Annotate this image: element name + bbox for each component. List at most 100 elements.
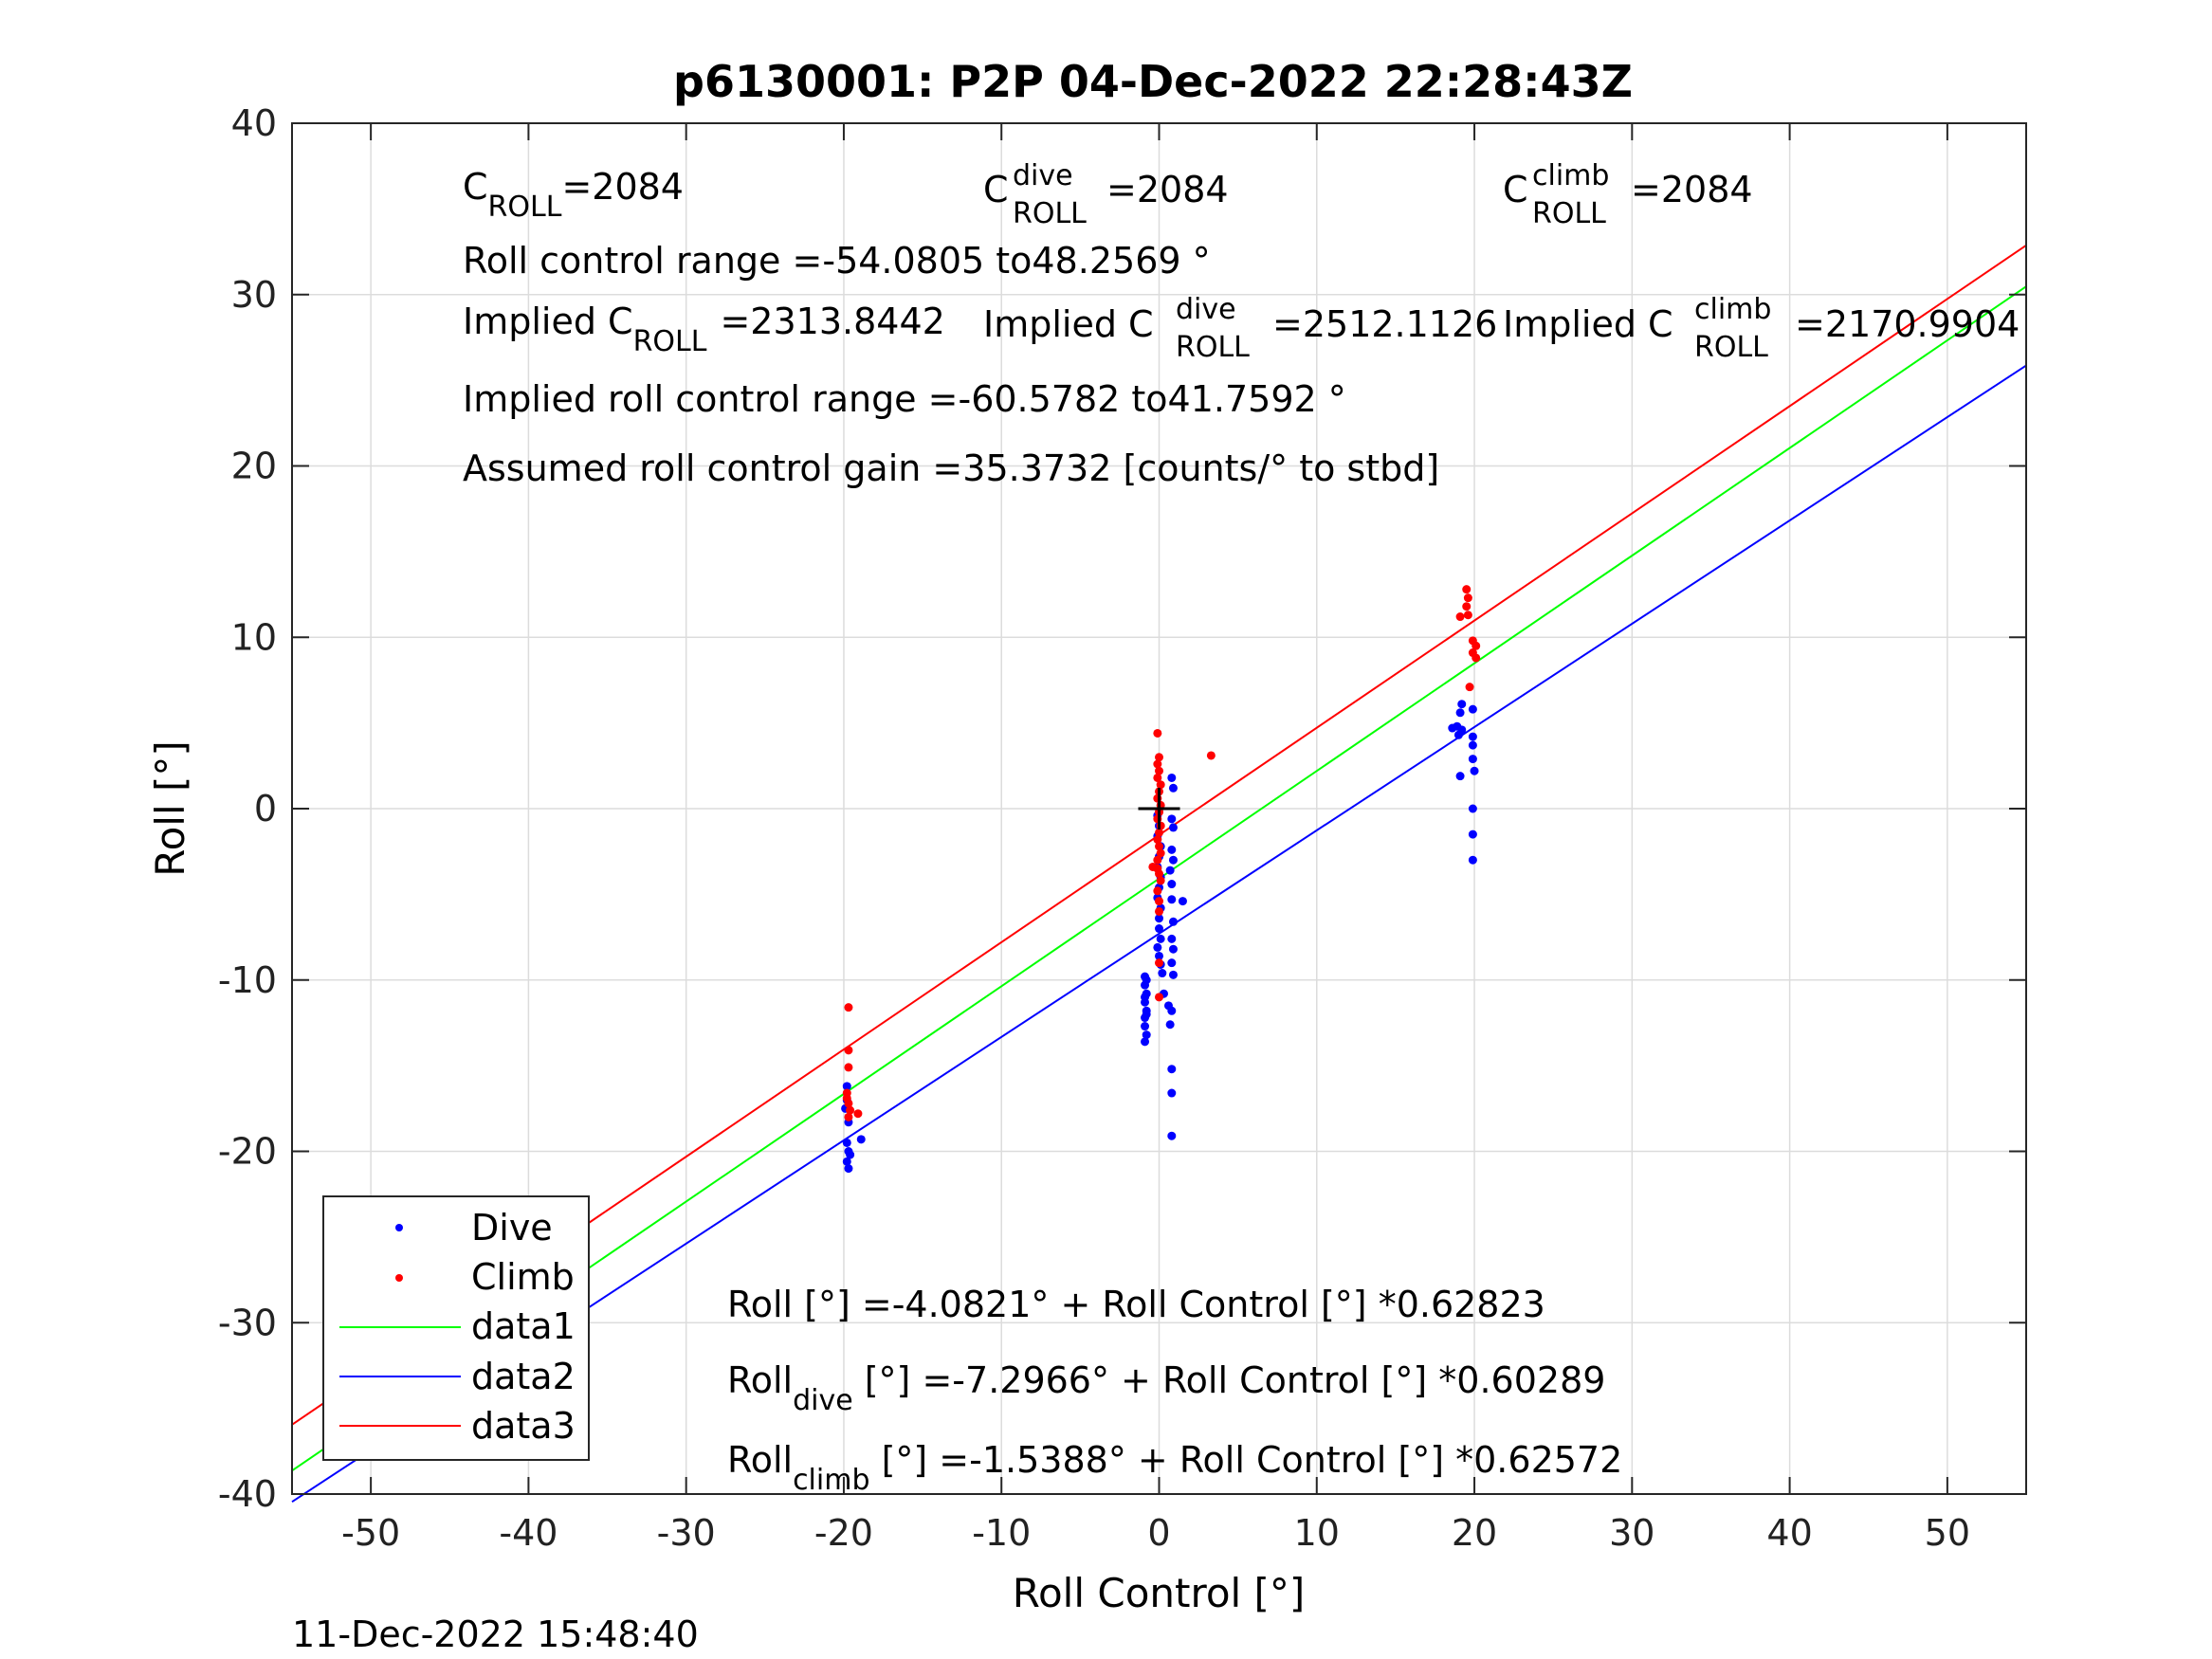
- climb-point: [1156, 876, 1165, 885]
- climb-point: [1463, 593, 1472, 603]
- climb-point: [844, 1046, 853, 1055]
- climb-point: [842, 1093, 851, 1103]
- y-tick-label: 40: [231, 102, 277, 144]
- y-tick-label: -30: [218, 1302, 277, 1343]
- dive-point: [1178, 897, 1187, 906]
- dive-point: [1158, 969, 1167, 978]
- x-tick-label: -50: [341, 1512, 400, 1554]
- dive-point: [1448, 723, 1457, 733]
- x-tick-label: 20: [1452, 1512, 1497, 1554]
- dive-point: [1468, 732, 1477, 741]
- climb-point: [844, 1003, 853, 1012]
- dive-point: [1168, 783, 1178, 793]
- legend-data2-label: data2: [471, 1356, 576, 1397]
- dive-point: [842, 1138, 851, 1147]
- dive-point: [1155, 924, 1163, 934]
- dive-point: [1155, 914, 1163, 923]
- y-tick-label: 20: [231, 446, 277, 487]
- dive-point: [842, 1082, 851, 1091]
- dive-point: [1142, 1010, 1151, 1019]
- x-tick-label: 40: [1766, 1512, 1812, 1554]
- climb-point: [1155, 958, 1163, 968]
- dive-point: [1167, 1088, 1177, 1098]
- x-tick-labels: -50 -40 -30 -20 -10 0 10 20 30 40 50: [341, 1512, 1970, 1554]
- climb-point: [1153, 855, 1162, 865]
- c-roll-dive-sup: dive: [1013, 159, 1073, 192]
- climb-point: [1153, 728, 1162, 738]
- dive-point: [1468, 855, 1477, 865]
- climb-point: [1153, 886, 1162, 896]
- dive-point: [1167, 934, 1177, 943]
- y-tick-label: -20: [218, 1131, 277, 1173]
- implied-roll-control-range: Implied roll control range =-60.5782 to4…: [463, 378, 1346, 420]
- y-tick-label: 30: [231, 274, 277, 316]
- x-tick-label: -10: [972, 1512, 1031, 1554]
- axis-ticks: [292, 122, 2026, 1495]
- dive-point: [1167, 1065, 1177, 1074]
- c-roll-climb-sup: climb: [1532, 159, 1609, 192]
- fit-climb-base: Roll: [727, 1439, 793, 1481]
- dive-point: [1141, 1022, 1150, 1031]
- dive-point: [1165, 866, 1175, 875]
- climb-point: [1455, 612, 1465, 622]
- dive-point: [1457, 725, 1467, 735]
- fit-dive-sub: dive: [793, 1384, 853, 1417]
- c-roll-climb-annotation: C: [1503, 169, 1528, 210]
- climb-point: [853, 1109, 863, 1119]
- dive-point: [1457, 700, 1467, 709]
- dive-point: [1141, 993, 1150, 1002]
- fit-dive-equation: Rolldive [°] =-7.2966° + Roll Control [°…: [727, 1359, 1605, 1417]
- dive-point: [1167, 1131, 1177, 1140]
- y-tick-label: -10: [218, 959, 277, 1001]
- dive-point: [1468, 755, 1477, 764]
- fit-climb-sub: climb: [793, 1464, 869, 1497]
- c-roll-climb-value: =2084: [1631, 169, 1753, 210]
- c-roll-sub: ROLL: [488, 191, 562, 224]
- climb-point: [1462, 585, 1472, 594]
- legend-dive-label: Dive: [471, 1207, 553, 1249]
- dive-point: [1468, 704, 1477, 714]
- climb-point: [1155, 897, 1163, 906]
- y-axis-label: Roll [°]: [147, 740, 193, 876]
- climb-point: [1472, 653, 1481, 663]
- fit-dive-rest: [°] =-7.2966° + Roll Control [°] *0.6028…: [853, 1359, 1606, 1401]
- dive-point: [1142, 1030, 1151, 1040]
- dive-point: [1470, 766, 1479, 775]
- dive-point: [1153, 942, 1162, 952]
- implied-c-roll-value: =2313.8442: [720, 301, 944, 342]
- legend-climb-label: Climb: [471, 1256, 575, 1298]
- implied-c-roll-climb-sub: ROLL: [1694, 331, 1768, 364]
- climb-point: [844, 1063, 853, 1072]
- dive-point: [1141, 1037, 1150, 1047]
- climb-point: [1153, 759, 1162, 769]
- c-roll-dive-value: =2084: [1106, 169, 1229, 210]
- x-tick-label: -30: [657, 1512, 716, 1554]
- dive-point: [1156, 934, 1165, 943]
- c-roll-dive-base: C: [983, 169, 1009, 210]
- dive-point: [1468, 804, 1477, 813]
- x-tick-label: 0: [1147, 1512, 1170, 1554]
- dive-point: [1168, 944, 1178, 954]
- y-tick-label: 10: [231, 616, 277, 658]
- climb-point: [1155, 993, 1163, 1002]
- implied-c-roll-dive-value: =2512.1126: [1272, 303, 1497, 345]
- origin-marker: [1138, 788, 1180, 830]
- dive-point: [1167, 895, 1177, 904]
- dive-point: [1468, 740, 1477, 750]
- c-roll-dive-annotation: C: [983, 169, 1009, 210]
- climb-point: [1155, 842, 1163, 851]
- climb-point: [1462, 602, 1472, 611]
- x-tick-label: -40: [499, 1512, 558, 1554]
- dive-point: [842, 1157, 851, 1166]
- y-tick-label: -40: [218, 1473, 277, 1515]
- dive-point: [1142, 975, 1151, 985]
- dive-point: [1168, 823, 1178, 832]
- climb-point: [1155, 828, 1163, 837]
- climb-point: [1156, 780, 1165, 790]
- dive-point: [1167, 814, 1177, 824]
- c-roll-annotation: CROLL=2084: [463, 166, 684, 224]
- implied-c-roll-sub: ROLL: [633, 325, 707, 358]
- climb-point: [1465, 683, 1474, 692]
- dive-point: [1468, 830, 1477, 839]
